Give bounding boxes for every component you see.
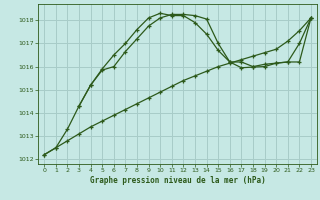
X-axis label: Graphe pression niveau de la mer (hPa): Graphe pression niveau de la mer (hPa) [90,176,266,185]
